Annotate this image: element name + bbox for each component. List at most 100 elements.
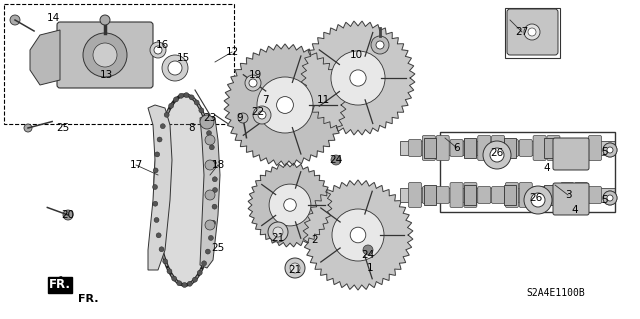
Circle shape [163, 259, 168, 264]
Circle shape [63, 210, 73, 220]
FancyBboxPatch shape [575, 182, 588, 207]
Circle shape [194, 100, 199, 105]
FancyBboxPatch shape [519, 182, 532, 207]
Circle shape [268, 222, 288, 242]
Text: 25: 25 [211, 243, 225, 253]
Circle shape [350, 227, 366, 243]
Bar [504, 185, 516, 205]
Circle shape [212, 188, 218, 192]
Circle shape [212, 177, 218, 182]
Circle shape [203, 118, 208, 123]
Circle shape [603, 191, 617, 205]
Circle shape [603, 143, 617, 157]
Circle shape [211, 220, 216, 225]
Text: 26: 26 [490, 148, 504, 158]
Circle shape [257, 77, 313, 133]
FancyBboxPatch shape [589, 187, 602, 204]
FancyBboxPatch shape [547, 136, 560, 160]
Circle shape [172, 276, 177, 281]
Text: 27: 27 [515, 27, 529, 37]
FancyBboxPatch shape [492, 136, 504, 160]
Polygon shape [148, 105, 172, 270]
Circle shape [238, 113, 248, 123]
FancyBboxPatch shape [561, 182, 574, 207]
Circle shape [160, 124, 165, 129]
Circle shape [184, 93, 189, 98]
Circle shape [290, 263, 300, 273]
FancyBboxPatch shape [477, 187, 491, 204]
Circle shape [211, 160, 216, 165]
Circle shape [331, 51, 385, 105]
Text: 1: 1 [367, 263, 373, 273]
FancyBboxPatch shape [422, 187, 435, 204]
FancyBboxPatch shape [547, 187, 560, 204]
FancyBboxPatch shape [477, 136, 491, 160]
Circle shape [276, 97, 293, 113]
FancyBboxPatch shape [561, 139, 574, 157]
FancyBboxPatch shape [492, 187, 504, 204]
Text: FR.: FR. [49, 278, 71, 292]
Polygon shape [155, 95, 215, 285]
Bar [424, 185, 436, 205]
Text: 4: 4 [544, 163, 550, 173]
Text: 5: 5 [602, 195, 608, 205]
Circle shape [212, 204, 217, 209]
FancyBboxPatch shape [464, 182, 477, 207]
Circle shape [524, 186, 552, 214]
Circle shape [376, 41, 384, 49]
Circle shape [154, 46, 162, 54]
FancyBboxPatch shape [450, 139, 463, 157]
Text: 8: 8 [189, 123, 195, 133]
Circle shape [152, 184, 157, 189]
Circle shape [182, 283, 187, 287]
FancyBboxPatch shape [408, 182, 422, 207]
Bar [400, 188, 615, 202]
Bar [464, 185, 476, 205]
Polygon shape [30, 30, 60, 85]
FancyBboxPatch shape [575, 139, 588, 157]
Bar [505, 8, 560, 58]
Circle shape [253, 106, 271, 124]
Circle shape [188, 281, 192, 286]
FancyBboxPatch shape [422, 136, 435, 160]
Text: 21: 21 [271, 233, 285, 243]
Circle shape [603, 191, 617, 205]
Text: 20: 20 [61, 210, 75, 220]
Circle shape [245, 75, 261, 91]
Text: 11: 11 [316, 95, 330, 105]
Circle shape [162, 55, 188, 81]
FancyBboxPatch shape [408, 139, 422, 157]
Circle shape [205, 160, 215, 170]
Circle shape [209, 145, 214, 150]
Circle shape [164, 112, 169, 117]
Text: 24: 24 [330, 155, 342, 165]
Circle shape [153, 168, 158, 173]
Text: 5: 5 [601, 147, 607, 157]
Text: 2: 2 [312, 235, 318, 245]
Bar [4, 4, 234, 124]
Text: 15: 15 [177, 53, 189, 63]
Circle shape [150, 42, 166, 58]
Circle shape [83, 33, 127, 77]
Text: 17: 17 [129, 160, 143, 170]
Circle shape [490, 148, 504, 162]
Circle shape [332, 209, 384, 261]
Bar [424, 138, 436, 158]
Bar [400, 141, 615, 155]
FancyBboxPatch shape [506, 139, 518, 157]
Circle shape [200, 115, 214, 129]
Bar [440, 132, 615, 212]
Circle shape [153, 201, 158, 206]
Circle shape [177, 281, 182, 286]
Circle shape [607, 195, 613, 201]
FancyBboxPatch shape [464, 139, 477, 157]
Circle shape [285, 258, 305, 278]
Text: 9: 9 [237, 113, 243, 123]
Circle shape [157, 137, 162, 142]
Text: 14: 14 [46, 13, 60, 23]
Text: 23: 23 [204, 113, 216, 123]
Circle shape [205, 220, 215, 230]
Circle shape [24, 124, 32, 132]
Polygon shape [303, 180, 413, 290]
Circle shape [209, 235, 213, 241]
